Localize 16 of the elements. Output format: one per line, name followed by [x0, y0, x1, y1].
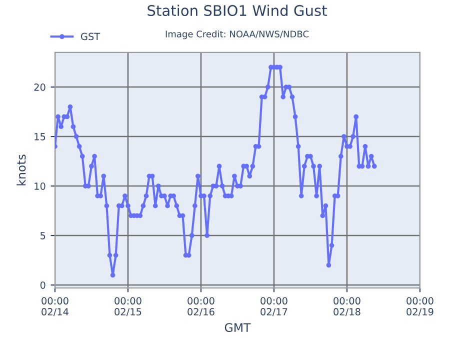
x-tick-label: 00:00 02/15 — [114, 297, 142, 316]
y-tick-label: 0 — [40, 281, 46, 289]
y-axis-title: knots — [16, 154, 26, 186]
y-tick-label: 10 — [34, 182, 46, 190]
y-tick-label: 15 — [34, 133, 46, 140]
chart-subtitle: Image Credit: NOAA/NWS/NDBC — [166, 30, 309, 40]
x-tick-label: 00:00 02/14 — [42, 297, 68, 316]
x-tick-label: 00:00 02/17 — [260, 297, 288, 316]
legend-label: GST — [81, 32, 100, 40]
x-tick-label: 00:00 02/18 — [334, 297, 360, 316]
y-tick-label: 20 — [34, 84, 46, 91]
x-tick-label: 00:00 02/16 — [188, 297, 214, 316]
x-axis-title: GMT — [224, 323, 251, 332]
x-tick-label: 00:00 02/19 — [406, 297, 434, 316]
chart-title: Station SBIO1 Wind Gust — [148, 4, 327, 16]
y-tick-label: 5 — [40, 232, 46, 240]
